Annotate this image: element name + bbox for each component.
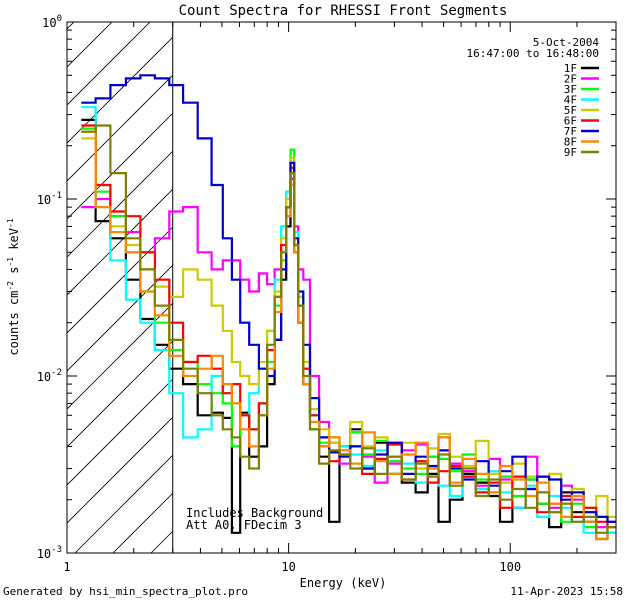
legend-label: 9F: [564, 146, 577, 159]
series-5F: [81, 137, 616, 518]
legend-label: 4F: [564, 94, 577, 107]
hatch-line: [67, 22, 189, 144]
legend-label: 6F: [564, 115, 577, 128]
series-7F: [81, 74, 616, 523]
y-tick-label: 10-2: [37, 368, 62, 384]
x-tick-label: 100: [499, 560, 521, 574]
legend-label: 3F: [564, 83, 577, 96]
plot-frame: [66, 21, 617, 554]
annotation-attenuator: Att A0, FDecim 3: [186, 518, 302, 532]
footer-date-stamp: 11-Apr-2023 15:58: [510, 585, 623, 598]
date-label: 5-Oct-2004: [533, 36, 600, 49]
hatch-line: [67, 22, 75, 30]
chart-title: Count Spectra for RHESSI Front Segments: [179, 3, 508, 19]
series-3F: [81, 127, 616, 534]
legend-label: 5F: [564, 104, 577, 117]
y-axis-label: counts cm-2 s-1 keV-1: [6, 218, 21, 355]
x-tick-label: 1: [63, 560, 70, 574]
series-9F: [81, 124, 616, 534]
x-tick-label: 10: [281, 560, 295, 574]
y-tick-label: 10-3: [37, 545, 62, 561]
legend-label: 2F: [564, 73, 577, 86]
time-range-label: 16:47:00 to 16:48:00: [467, 47, 599, 60]
legend-label: 1F: [564, 62, 577, 75]
x-axis-label: Energy (keV): [300, 576, 387, 590]
footer-generated-by: Generated by hsi_min_spectra_plot.pro: [3, 585, 248, 598]
hatch-line: [67, 22, 151, 106]
series-8F: [81, 130, 616, 541]
y-tick-label: 100: [42, 14, 62, 30]
annotation-background: Includes Background: [186, 506, 323, 520]
legend-label: 7F: [564, 125, 577, 138]
background-hatch-region: [67, 22, 616, 553]
legend-label: 8F: [564, 136, 577, 149]
y-tick-label: 10-1: [37, 191, 62, 207]
hatch-line: [67, 22, 113, 68]
